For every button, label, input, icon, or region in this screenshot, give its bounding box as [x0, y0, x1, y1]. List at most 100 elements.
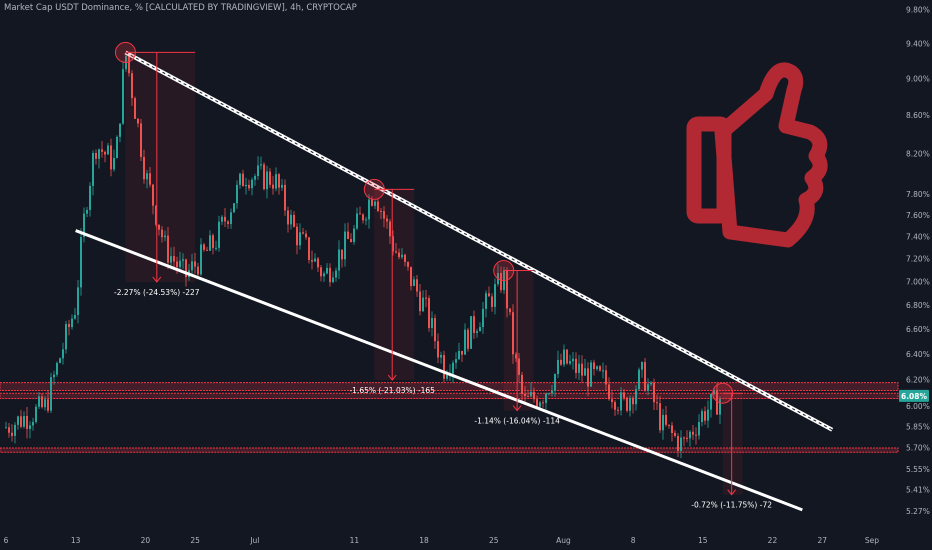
candle-body — [605, 370, 607, 385]
candle-body — [182, 259, 184, 261]
price-axis-tick: 8.60% — [906, 111, 930, 120]
support-resistance-level — [0, 392, 899, 400]
candle-body — [512, 312, 514, 355]
candle-body — [86, 209, 88, 214]
candle-body — [5, 427, 7, 429]
candle-body — [620, 392, 622, 411]
candle-body — [500, 273, 502, 291]
candle-body — [131, 73, 133, 99]
candle-body — [293, 214, 295, 227]
candle-body — [485, 293, 487, 309]
candle-body — [548, 393, 550, 395]
candle-body — [641, 362, 643, 370]
candle-body — [170, 256, 172, 263]
drop-label: -0.72% (-11.75%) -72 — [691, 501, 772, 510]
candle-body — [686, 437, 688, 439]
candle-body — [518, 358, 520, 375]
candle-body — [89, 185, 91, 210]
candle-body — [224, 216, 226, 222]
peak-circle — [114, 41, 136, 63]
price-axis-tick: 5.70% — [906, 444, 930, 453]
candle-body — [194, 261, 196, 267]
candle-body — [242, 173, 244, 187]
candle-body — [209, 235, 211, 251]
candle-body — [38, 396, 40, 407]
candle-body — [542, 402, 544, 404]
candle-body — [575, 358, 577, 373]
candle-body — [407, 261, 409, 267]
candle-body — [167, 235, 169, 263]
candle-body — [632, 397, 634, 405]
peak-circle — [363, 178, 385, 200]
candle-body — [281, 184, 283, 188]
time-axis-tick: 11 — [350, 536, 360, 545]
candle-body — [506, 270, 508, 309]
candle-body — [479, 327, 481, 332]
candle-body — [152, 184, 154, 206]
candle-body — [668, 424, 670, 426]
candle-body — [245, 184, 247, 187]
candle-body — [134, 98, 136, 119]
last-price-tag — [899, 389, 929, 402]
candle-body — [560, 359, 562, 365]
price-axis-tick: 9.40% — [906, 39, 930, 48]
candle-body — [17, 416, 19, 425]
candle-body — [377, 201, 379, 212]
time-axis-tick: 6 — [4, 536, 9, 545]
peak-circle — [712, 382, 734, 404]
candle-body — [158, 224, 160, 230]
candle-body — [533, 391, 535, 400]
drop-label: -1.14% (-16.04%) -114 — [474, 417, 560, 426]
candle-body — [491, 296, 493, 307]
candle-body — [440, 355, 442, 358]
candle-body — [80, 237, 82, 288]
candle-body — [527, 396, 529, 398]
candle-body — [179, 260, 181, 267]
candle-body — [674, 432, 676, 436]
candle-body — [164, 235, 166, 238]
candle-body — [416, 279, 418, 292]
candle-body — [683, 437, 685, 439]
price-axis-tick: 8.20% — [906, 150, 930, 159]
candle-body — [77, 287, 79, 316]
candle-body — [233, 203, 235, 213]
candle-body — [704, 411, 706, 421]
candle-body — [359, 213, 361, 215]
candle-body — [263, 164, 265, 190]
candle-body — [701, 411, 703, 423]
candle-body — [149, 173, 151, 185]
drop-label: -1.65% (-21.03%) -165 — [349, 386, 435, 395]
candle-body — [11, 432, 13, 436]
candle-body — [218, 221, 220, 248]
candle-body — [578, 363, 580, 373]
candle-body — [389, 221, 391, 237]
candle-body — [278, 174, 280, 188]
time-axis-tick: 15 — [698, 536, 708, 545]
candle-body — [338, 249, 340, 271]
time-axis-tick: 20 — [141, 536, 151, 545]
price-axis-tick: 7.00% — [906, 277, 930, 286]
candle-body — [41, 396, 43, 408]
candle-body — [122, 69, 124, 124]
candle-body — [665, 414, 667, 425]
candle-body — [392, 236, 394, 252]
candle-body — [593, 362, 595, 370]
candle-body — [350, 239, 352, 242]
candle-body — [314, 258, 316, 262]
time-axis-tick: 25 — [190, 536, 200, 545]
candle-body — [95, 152, 97, 159]
candle-body — [554, 374, 556, 391]
candle-body — [191, 261, 193, 271]
candle-body — [371, 199, 373, 206]
candle-body — [8, 427, 10, 433]
time-axis-tick: Sep — [865, 536, 879, 545]
price-axis-tick: 6.00% — [906, 402, 930, 411]
candle-body — [599, 366, 601, 371]
candle-body — [173, 256, 175, 262]
candle-body — [626, 397, 628, 411]
candle-body — [413, 279, 415, 286]
candle-body — [221, 216, 223, 222]
candle-body — [287, 210, 289, 225]
candle-body — [677, 435, 679, 451]
